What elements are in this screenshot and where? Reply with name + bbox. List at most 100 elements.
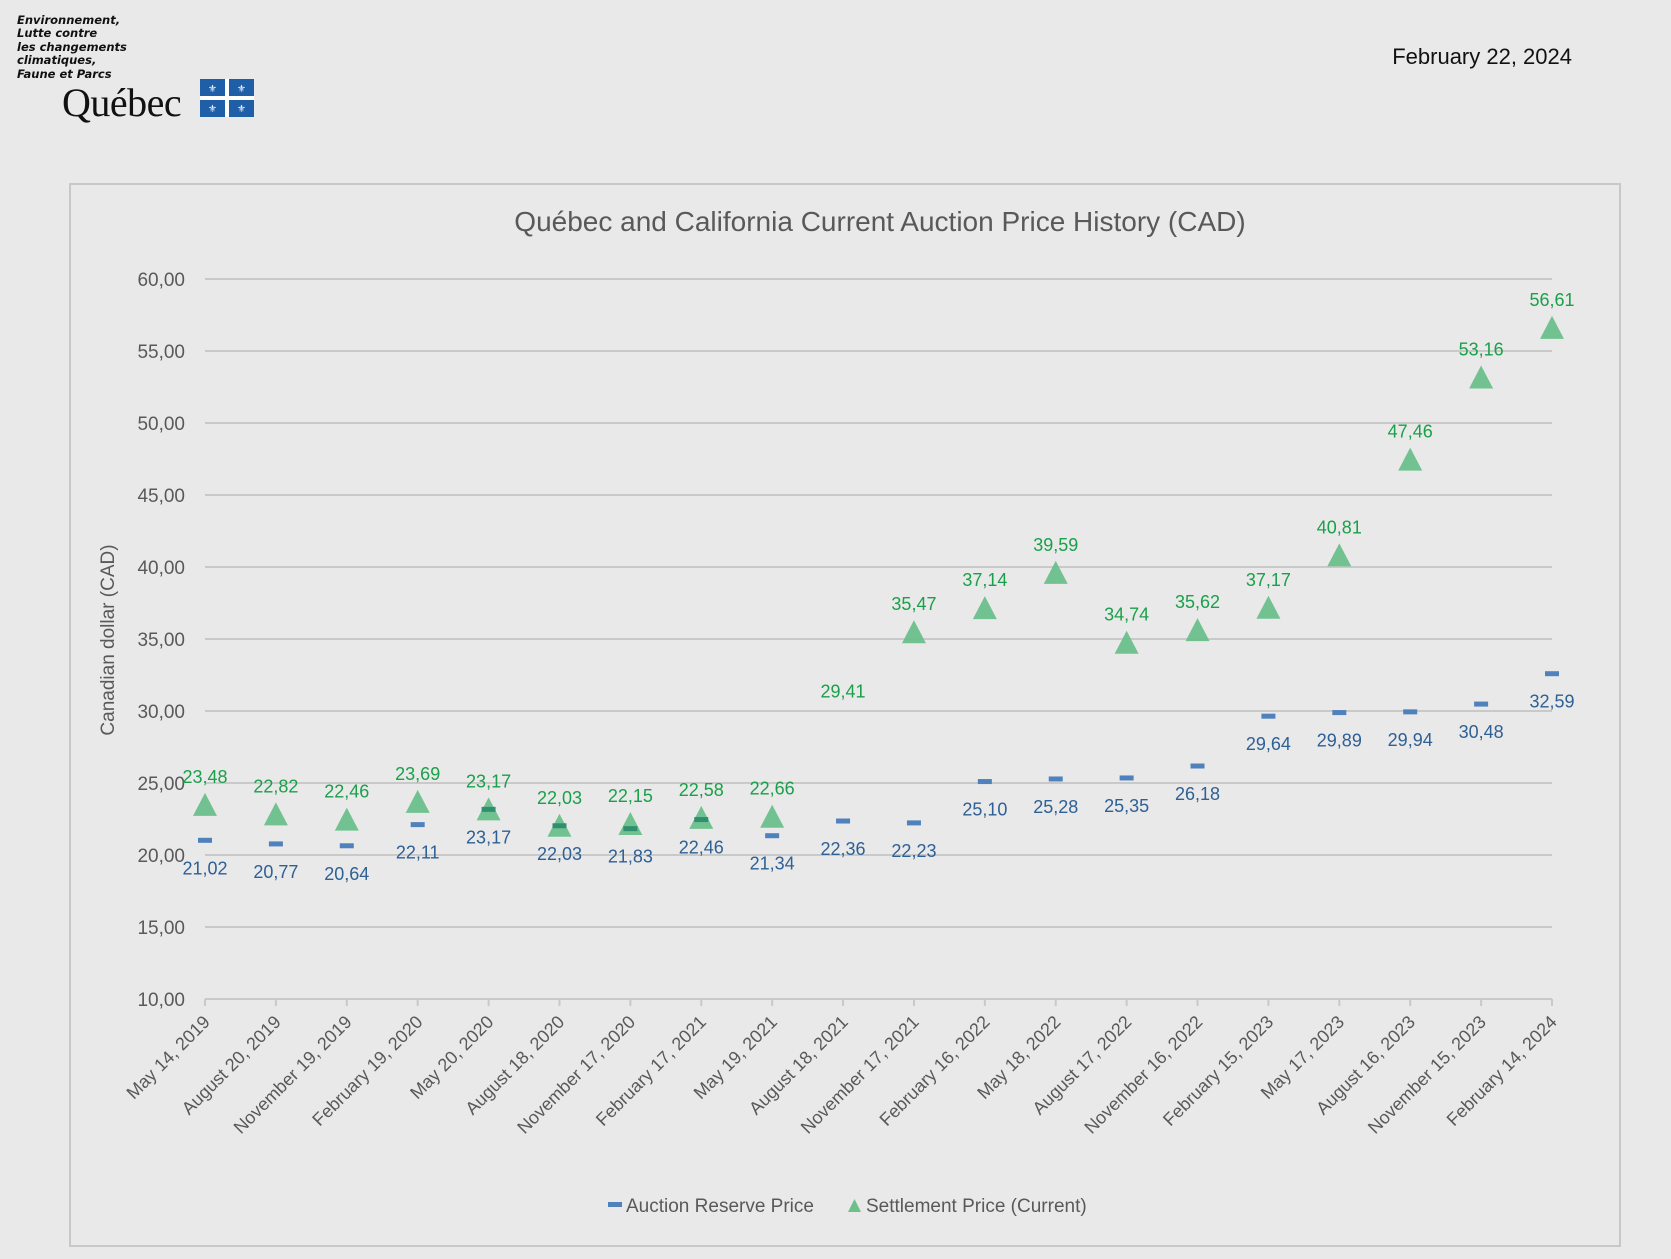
y-tick-label: 35,00	[137, 630, 185, 651]
legend-settlement-swatch	[848, 1199, 861, 1212]
reserve-marker	[1332, 710, 1347, 716]
reserve-marker	[1190, 763, 1205, 769]
reserve-data-label: 30,48	[1459, 722, 1504, 742]
legend-reserve-swatch	[608, 1202, 622, 1207]
legend-settlement-label: Settlement Price (Current)	[866, 1196, 1087, 1217]
reserve-data-label: 22,03	[537, 844, 582, 864]
settlement-data-label: 22,15	[608, 786, 653, 806]
settlement-marker	[1540, 315, 1564, 339]
settlement-data-label: 22,66	[750, 779, 795, 799]
reserve-marker	[1261, 713, 1276, 719]
reserve-marker	[1119, 775, 1134, 781]
reserve-marker	[1545, 671, 1559, 677]
reserve-data-label: 25,35	[1104, 796, 1149, 816]
settlement-data-label: 22,82	[253, 776, 298, 796]
svg-text:⚜: ⚜	[237, 104, 246, 115]
x-tick-label: November 19, 2019	[230, 1012, 356, 1138]
ministry-name: Environnement, Lutte contre les changeme…	[17, 13, 127, 81]
settlement-marker	[334, 807, 359, 831]
y-tick-label: 20,00	[137, 846, 185, 867]
settlement-marker	[1114, 630, 1139, 654]
svg-text:⚜: ⚜	[208, 84, 217, 95]
settlement-data-label: 53,16	[1459, 339, 1504, 359]
settlement-data-label: 39,59	[1033, 535, 1078, 555]
x-tick-label: November 17, 2020	[513, 1012, 639, 1138]
y-tick-label: 25,00	[137, 774, 185, 795]
reserve-data-label: 25,28	[1033, 797, 1078, 817]
chart-title: Québec and California Current Auction Pr…	[514, 206, 1245, 237]
data-marks	[193, 315, 1564, 849]
quebec-flag-icon: ⚜ ⚜ ⚜ ⚜	[200, 79, 254, 117]
reserve-data-label: 26,18	[1175, 784, 1220, 804]
chart-frame	[69, 183, 1621, 1247]
settlement-data-label: 56,61	[1529, 290, 1574, 310]
data-labels: 23,48 22,82 22,46 23,69 23,17 22,03 22,15 22,58…	[182, 290, 1574, 884]
legend-reserve-label: Auction Reserve Price	[626, 1196, 814, 1217]
settlement-data-label: 35,62	[1175, 592, 1220, 612]
y-axis-label: Canadian dollar (CAD)	[98, 544, 119, 735]
quebec-ministry-logo: Environnement, Lutte contre les changeme…	[17, 13, 267, 125]
reserve-data-label: 29,94	[1388, 730, 1433, 750]
quebec-wordmark: Québec	[62, 80, 182, 125]
reserve-data-label: 22,36	[821, 839, 866, 859]
y-tick-label: 40,00	[137, 558, 185, 579]
reserve-marker	[694, 817, 709, 823]
reserve-marker	[906, 820, 921, 826]
reserve-data-label: 22,11	[396, 843, 440, 863]
reserve-marker	[1403, 709, 1418, 715]
reserve-data-label: 23,17	[466, 827, 511, 847]
reserve-marker	[198, 837, 212, 843]
settlement-marker	[972, 596, 997, 620]
y-tick-label: 15,00	[137, 918, 185, 939]
settlement-data-label: 23,69	[395, 764, 440, 784]
reserve-data-label: 21,02	[182, 858, 227, 878]
settlement-marker	[618, 812, 643, 836]
reserve-data-label: 25,10	[962, 800, 1007, 820]
reserve-marker	[1048, 776, 1063, 782]
reserve-marker	[623, 826, 638, 832]
reserve-data-label: 22,46	[679, 838, 724, 858]
reserve-marker	[836, 818, 851, 824]
settlement-data-label: 22,58	[679, 780, 724, 800]
y-tick-label: 30,00	[137, 702, 185, 723]
reserve-data-label: 29,89	[1317, 731, 1362, 751]
settlement-marker	[1185, 618, 1210, 642]
settlement-marker	[263, 802, 288, 826]
reserve-data-label: 29,64	[1246, 734, 1291, 754]
reserve-marker	[977, 779, 992, 785]
y-tick-label: 55,00	[137, 342, 185, 363]
y-tick-label: 50,00	[137, 414, 185, 435]
reserve-data-label: 21,34	[750, 854, 795, 874]
settlement-marker	[193, 792, 217, 816]
settlement-marker	[1327, 543, 1352, 567]
reserve-marker	[765, 833, 780, 839]
settlement-data-label: 35,47	[891, 594, 936, 614]
settlement-marker	[1469, 365, 1494, 389]
reserve-marker	[410, 822, 425, 828]
settlement-data-label: 23,48	[182, 767, 227, 787]
settlement-marker	[1256, 595, 1281, 619]
settlement-data-label: 40,81	[1317, 517, 1362, 537]
settlement-marker	[405, 789, 430, 813]
svg-text:⚜: ⚜	[237, 84, 246, 95]
reserve-marker	[552, 823, 567, 829]
x-tick-label: November 16, 2022	[1080, 1012, 1206, 1138]
reserve-data-label: 21,83	[608, 847, 653, 867]
x-tick-label: November 15, 2023	[1364, 1012, 1490, 1138]
svg-text:⚜: ⚜	[208, 104, 217, 115]
reserve-marker	[481, 806, 496, 812]
legend: Auction Reserve Price Settlement Price (…	[608, 1196, 1087, 1217]
settlement-data-label: 37,17	[1246, 570, 1291, 590]
report-date: February 22, 2024	[1392, 44, 1572, 69]
settlement-marker	[760, 804, 785, 828]
settlement-data-label: 23,17	[466, 771, 511, 791]
y-axis-ticks: 10,00 15,00 20,00 25,00 30,00 35,00 40,00 45,00…	[137, 270, 185, 1011]
settlement-marker	[901, 620, 926, 644]
reserve-data-label: 20,64	[324, 864, 369, 884]
reserve-data-label: 32,59	[1529, 692, 1574, 712]
settlement-data-label: 29,41	[821, 681, 866, 701]
y-tick-label: 60,00	[137, 270, 185, 291]
settlement-data-label: 22,03	[537, 788, 582, 808]
